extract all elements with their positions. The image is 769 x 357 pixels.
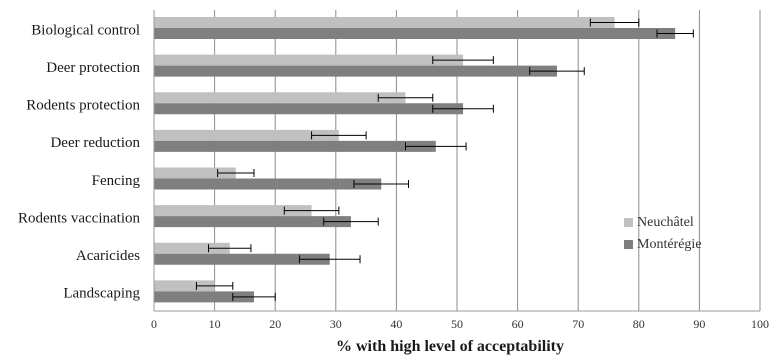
x-tick-label: 50 xyxy=(451,317,463,331)
legend-label: Montérégie xyxy=(637,237,702,252)
bar-neuchâtel-0 xyxy=(154,17,615,28)
bar-neuchâtel-5 xyxy=(154,205,312,217)
x-tick-label: 40 xyxy=(390,317,402,331)
x-tick-label: 10 xyxy=(209,317,221,331)
x-tick-label: 30 xyxy=(330,317,342,331)
x-tick-label: 20 xyxy=(269,317,281,331)
bar-neuchâtel-3 xyxy=(154,129,339,141)
bar-neuchâtel-7 xyxy=(154,280,215,292)
legend-swatch xyxy=(624,240,633,249)
x-tick-label: 60 xyxy=(512,317,524,331)
x-axis-title: % with high level of acceptability xyxy=(336,338,564,355)
bar-montérégie-4 xyxy=(154,178,382,190)
x-tick-label: 80 xyxy=(633,317,645,331)
x-tick-label: 0 xyxy=(151,317,157,331)
category-label: Landscaping xyxy=(63,286,140,302)
x-tick-labels: 0 10 20 30 40 50 60 70 80 90 100 xyxy=(151,317,769,331)
category-label: Acaricides xyxy=(76,248,140,264)
category-label: Biological control xyxy=(31,22,140,38)
category-label: Deer protection xyxy=(46,60,140,76)
bar-montérégie-2 xyxy=(154,103,464,115)
category-label: Rodents protection xyxy=(26,98,140,114)
bar-neuchâtel-2 xyxy=(154,92,406,104)
bar-montérégie-6 xyxy=(154,253,330,265)
category-label: Rodents vaccination xyxy=(18,210,141,226)
bar-montérégie-5 xyxy=(154,216,351,228)
legend-swatch xyxy=(624,218,633,227)
bar-montérégie-0 xyxy=(154,28,676,39)
bar-neuchâtel-6 xyxy=(154,242,230,254)
category-label: Deer reduction xyxy=(50,135,140,151)
bar-montérégie-3 xyxy=(154,140,436,152)
bar-montérégie-7 xyxy=(154,291,254,303)
x-tick-label: 100 xyxy=(751,317,769,331)
x-tick-label: 70 xyxy=(572,317,584,331)
error-bars xyxy=(195,18,694,301)
legend: Neuchâtel Montérégie xyxy=(624,215,702,252)
category-label: Fencing xyxy=(92,173,141,189)
legend-label: Neuchâtel xyxy=(637,215,694,230)
bar-montérégie-1 xyxy=(154,65,557,77)
x-tick-label: 90 xyxy=(693,317,705,331)
bars xyxy=(154,17,676,303)
bar-neuchâtel-1 xyxy=(154,54,464,66)
category-labels: Biological control Deer protection Rodents… xyxy=(18,22,141,301)
bar-neuchâtel-4 xyxy=(154,167,236,179)
